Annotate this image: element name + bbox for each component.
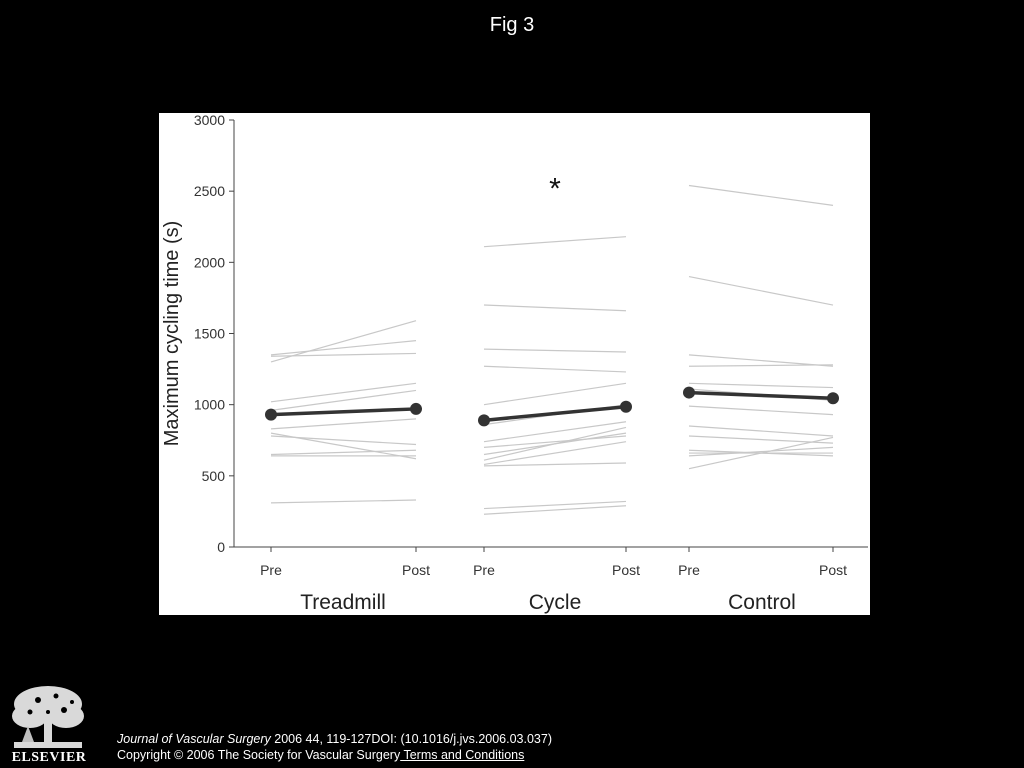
individual-line <box>688 446 834 457</box>
y-tick-label: 0 <box>217 539 225 555</box>
individual-line <box>270 382 417 403</box>
individual-line <box>270 340 417 356</box>
x-tick-label: Post <box>612 562 640 578</box>
significance-asterisk: * <box>549 173 561 206</box>
y-tick-label: 2000 <box>194 254 225 270</box>
group-label: Treadmill <box>300 591 386 614</box>
individual-line <box>688 364 834 367</box>
group-label: Cycle <box>529 591 582 614</box>
mean-point-post <box>410 402 422 415</box>
mean-point-post <box>827 392 839 405</box>
x-tick-label: Pre <box>260 562 282 578</box>
individual-line <box>483 505 627 515</box>
elsevier-tree-logo-icon <box>8 682 88 766</box>
individual-line <box>270 389 417 411</box>
individual-line <box>688 435 834 444</box>
individual-line <box>483 500 627 510</box>
mean-line <box>483 405 627 423</box>
copyright-text: Copyright © 2006 The Society for Vascula… <box>117 748 401 762</box>
individual-line <box>483 348 627 353</box>
individual-line <box>270 320 417 363</box>
y-tick-label: 3000 <box>194 113 225 128</box>
individual-line <box>688 354 834 367</box>
individual-line <box>270 435 417 446</box>
elsevier-wordmark: ELSEVIER <box>11 750 87 765</box>
citation: Journal of Vascular Surgery 2006 44, 119… <box>117 731 552 748</box>
individual-line <box>483 421 627 443</box>
individual-line <box>483 462 627 467</box>
y-tick-label: 1000 <box>194 397 225 413</box>
individual-line <box>483 435 627 448</box>
citation-details: 2006 44, 119-127DOI: (10.1016/j.jvs.2006… <box>270 732 552 746</box>
chart-svg: 0 500 1000 1500 2000 2500 3000 Maximum cycling … <box>161 113 868 614</box>
individual-line <box>483 236 627 248</box>
y-tick-label: 500 <box>202 468 226 484</box>
y-tick-label: 2500 <box>194 183 225 199</box>
journal-name: Journal of Vascular Surgery <box>117 732 271 746</box>
individual-line <box>483 382 627 406</box>
individual-line <box>688 382 834 389</box>
x-tick-label: Post <box>819 562 847 578</box>
individual-line <box>688 425 834 437</box>
mean-point-pre <box>478 414 490 427</box>
individual-line <box>688 405 834 416</box>
individual-line <box>270 418 417 430</box>
mean-point-pre <box>683 386 695 399</box>
mean-line <box>688 390 834 401</box>
y-axis-label: Maximum cycling time (s) <box>161 221 183 447</box>
terms-and-conditions-link[interactable]: Terms and Conditions <box>400 748 525 762</box>
mean-point-pre <box>265 408 277 421</box>
individual-line <box>270 499 417 504</box>
x-tick-label: Post <box>402 562 430 578</box>
individual-line <box>270 449 417 456</box>
individual-line <box>688 275 834 306</box>
individual-line <box>483 441 627 466</box>
individual-line <box>483 365 627 373</box>
individual-line <box>483 304 627 312</box>
individual-line <box>688 184 834 206</box>
copyright-line: Copyright © 2006 The Society for Vascula… <box>117 748 524 762</box>
x-tick-label: Pre <box>678 562 700 578</box>
figure-title: Fig 3 <box>489 14 535 36</box>
individual-line <box>483 426 627 461</box>
group-label: Control <box>728 591 796 614</box>
chart-panel: 0 500 1000 1500 2000 2500 3000 Maximum cycling … <box>159 113 870 615</box>
mean-point-post <box>620 400 632 413</box>
y-tick-label: 1500 <box>194 326 225 342</box>
individual-line <box>270 352 417 357</box>
individual-line <box>688 436 834 470</box>
x-tick-label: Pre <box>473 562 495 578</box>
mean-line <box>270 407 417 417</box>
